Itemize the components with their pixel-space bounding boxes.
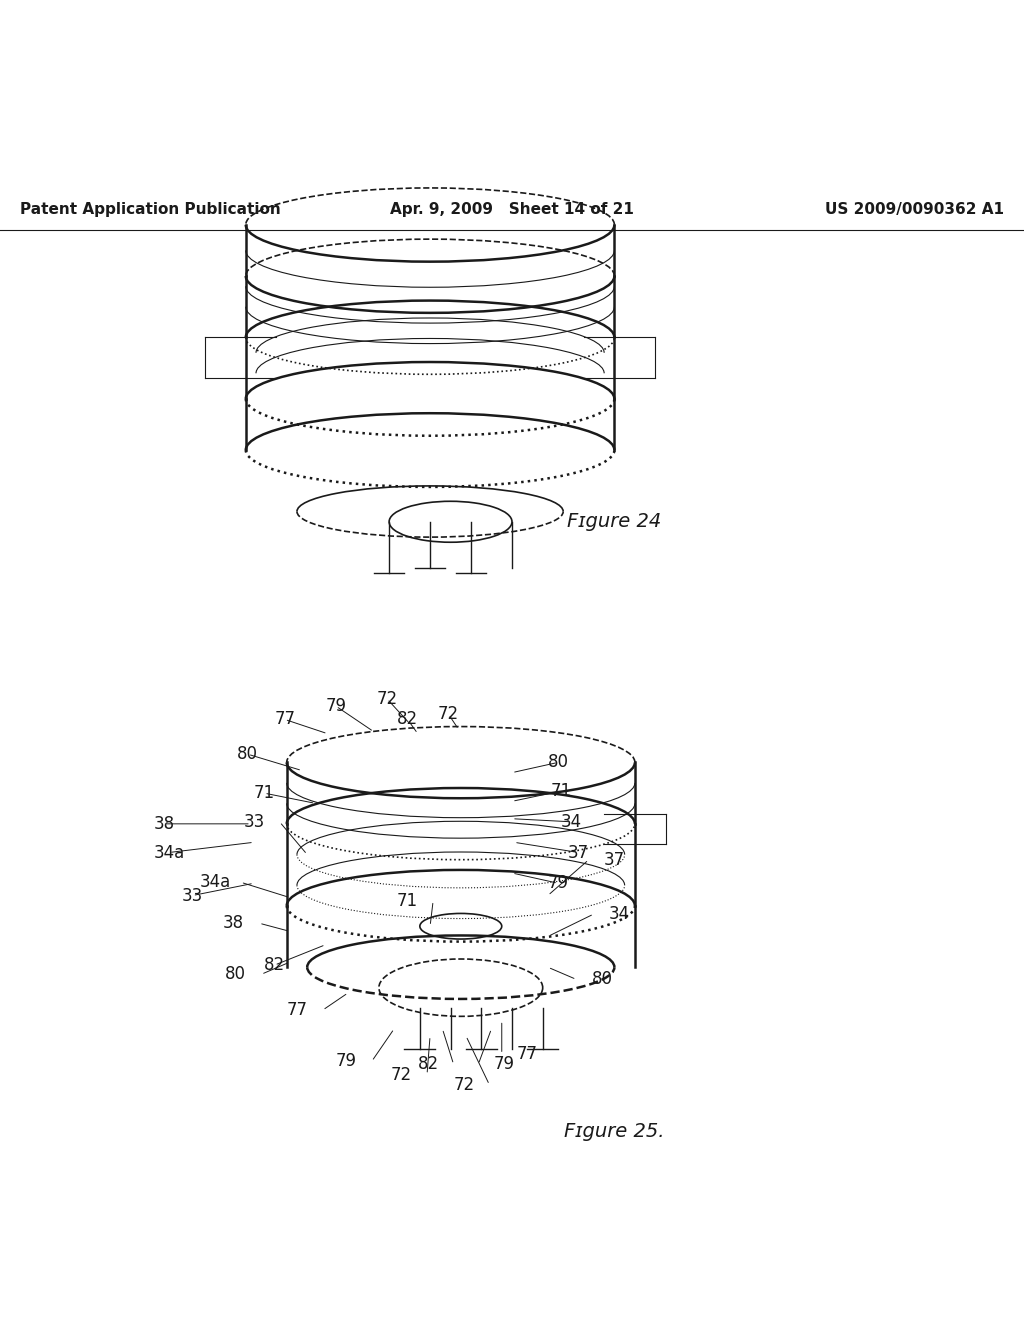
- Text: 72: 72: [377, 690, 397, 708]
- Text: 71: 71: [397, 891, 418, 909]
- Text: 71: 71: [254, 784, 274, 803]
- Text: Apr. 9, 2009   Sheet 14 of 21: Apr. 9, 2009 Sheet 14 of 21: [390, 202, 634, 216]
- Text: 72: 72: [454, 1076, 474, 1094]
- Text: 38: 38: [223, 915, 244, 932]
- Text: 72: 72: [391, 1065, 412, 1084]
- Text: 82: 82: [397, 710, 418, 729]
- Text: 34: 34: [609, 906, 630, 923]
- Text: 82: 82: [418, 1056, 438, 1073]
- Text: 77: 77: [517, 1045, 538, 1063]
- Text: 82: 82: [264, 956, 285, 974]
- Text: US 2009/0090362 A1: US 2009/0090362 A1: [824, 202, 1004, 216]
- Text: 34a: 34a: [200, 874, 230, 891]
- Text: Patent Application Publication: Patent Application Publication: [20, 202, 282, 216]
- Text: 33: 33: [244, 813, 264, 830]
- Text: 79: 79: [548, 874, 568, 892]
- Text: 80: 80: [592, 970, 612, 989]
- Text: 80: 80: [225, 965, 246, 983]
- Text: 79: 79: [326, 697, 346, 715]
- Text: 34a: 34a: [154, 843, 184, 862]
- Text: 80: 80: [548, 754, 568, 771]
- Text: 77: 77: [274, 710, 295, 729]
- Text: 37: 37: [568, 843, 589, 862]
- Text: 71: 71: [551, 781, 571, 800]
- Text: 77: 77: [287, 1001, 307, 1019]
- Text: 79: 79: [336, 1052, 356, 1071]
- Text: 34: 34: [561, 813, 582, 830]
- Text: 72: 72: [438, 705, 459, 723]
- Text: Fɪgure 25.: Fɪgure 25.: [564, 1122, 665, 1140]
- Text: 37: 37: [604, 850, 625, 869]
- Text: 80: 80: [238, 746, 258, 763]
- Text: 33: 33: [182, 887, 203, 904]
- Text: Fɪgure 24: Fɪgure 24: [567, 512, 662, 531]
- Text: 79: 79: [494, 1056, 514, 1073]
- Text: 38: 38: [154, 814, 174, 833]
